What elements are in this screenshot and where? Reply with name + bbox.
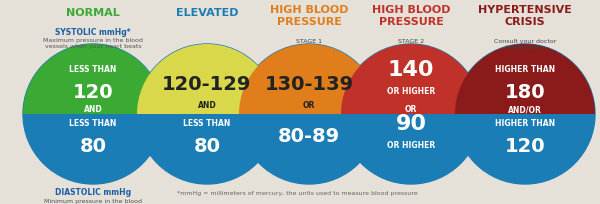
Text: OR: OR bbox=[405, 105, 417, 114]
Text: Consult your doctor
immediately.: Consult your doctor immediately. bbox=[494, 39, 556, 50]
Text: 120: 120 bbox=[73, 82, 113, 102]
Text: LESS THAN: LESS THAN bbox=[184, 120, 230, 129]
Text: HYPERTENSIVE
CRISIS: HYPERTENSIVE CRISIS bbox=[478, 5, 572, 27]
Text: AND: AND bbox=[197, 102, 217, 111]
Text: OR HIGHER: OR HIGHER bbox=[387, 142, 435, 151]
Text: 130-139: 130-139 bbox=[265, 74, 353, 93]
Text: NORMAL: NORMAL bbox=[66, 8, 120, 18]
Text: AND/OR: AND/OR bbox=[508, 105, 542, 114]
Text: 120-129: 120-129 bbox=[163, 74, 251, 93]
Circle shape bbox=[137, 44, 277, 184]
Wedge shape bbox=[341, 44, 481, 114]
Text: 140: 140 bbox=[388, 60, 434, 80]
Text: 80: 80 bbox=[193, 136, 221, 155]
Wedge shape bbox=[137, 44, 277, 114]
Text: 80-89: 80-89 bbox=[278, 126, 340, 145]
Text: 80: 80 bbox=[79, 136, 107, 155]
Text: STAGE 1: STAGE 1 bbox=[296, 39, 322, 44]
Wedge shape bbox=[23, 44, 163, 114]
Text: Maximum pressure in the blood
vessels when your heart beats: Maximum pressure in the blood vessels wh… bbox=[43, 38, 143, 49]
Text: LESS THAN: LESS THAN bbox=[70, 65, 116, 74]
Text: 180: 180 bbox=[505, 82, 545, 102]
Wedge shape bbox=[455, 44, 595, 114]
Circle shape bbox=[239, 44, 379, 184]
Text: OR: OR bbox=[303, 102, 315, 111]
Text: *mmHg = millimeters of mercury, the units used to measure blood pressure: *mmHg = millimeters of mercury, the unit… bbox=[177, 191, 418, 196]
Text: 120: 120 bbox=[505, 136, 545, 155]
Text: Minimum pressure in the blood
vessels when your heart relaxes
between beats: Minimum pressure in the blood vessels wh… bbox=[42, 199, 144, 204]
Text: LESS THAN: LESS THAN bbox=[70, 120, 116, 129]
Text: HIGHER THAN: HIGHER THAN bbox=[495, 65, 555, 74]
Text: 90: 90 bbox=[395, 114, 427, 134]
Text: AND: AND bbox=[83, 105, 103, 114]
Text: ELEVATED: ELEVATED bbox=[176, 8, 238, 18]
Circle shape bbox=[341, 44, 481, 184]
Text: STAGE 2: STAGE 2 bbox=[398, 39, 424, 44]
Circle shape bbox=[455, 44, 595, 184]
Circle shape bbox=[23, 44, 163, 184]
Wedge shape bbox=[239, 44, 379, 114]
Text: HIGH BLOOD
PRESSURE: HIGH BLOOD PRESSURE bbox=[372, 5, 450, 27]
Text: HIGHER THAN: HIGHER THAN bbox=[495, 120, 555, 129]
Text: DIASTOLIC mmHg: DIASTOLIC mmHg bbox=[55, 188, 131, 197]
Text: SYSTOLIC mmHg*: SYSTOLIC mmHg* bbox=[55, 28, 131, 37]
Text: HIGH BLOOD
PRESSURE: HIGH BLOOD PRESSURE bbox=[270, 5, 348, 27]
Text: OR HIGHER: OR HIGHER bbox=[387, 88, 435, 96]
